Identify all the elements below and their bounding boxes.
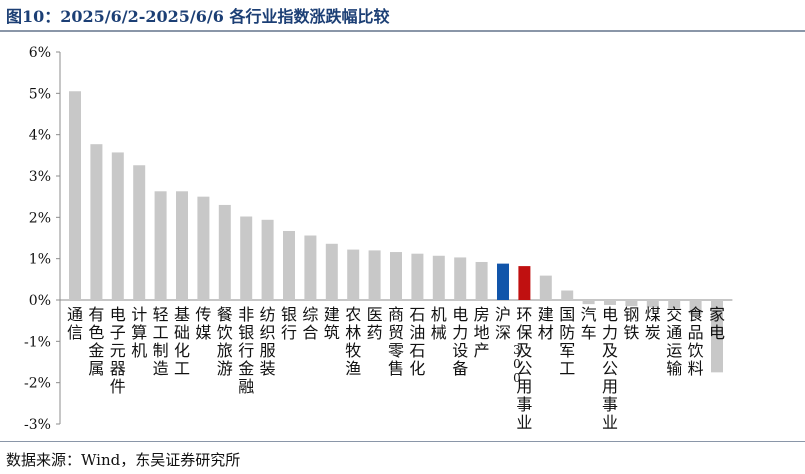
bar xyxy=(176,191,188,300)
bar xyxy=(497,263,509,300)
chart-title: 图10：2025/6/2-2025/6/6 各行业指数涨跌幅比较 xyxy=(6,7,390,26)
bars xyxy=(69,91,723,373)
category-label: 传媒 xyxy=(195,305,211,342)
y-tick-label: 6% xyxy=(29,45,51,61)
y-tick-label: -1% xyxy=(24,334,51,350)
category-label: 非银行金融 xyxy=(238,305,254,396)
y-tick-label: -2% xyxy=(24,376,51,392)
bar xyxy=(154,191,167,300)
y-tick-label: 3% xyxy=(29,169,51,185)
bar xyxy=(475,261,488,300)
bar xyxy=(604,300,616,305)
category-label: 综合 xyxy=(302,305,318,342)
category-label: 餐饮旅游 xyxy=(217,305,233,378)
category-label: 交通运输 xyxy=(666,305,682,378)
category-label: 电力及公用事业 xyxy=(602,305,618,432)
y-tick-label: 2% xyxy=(29,210,51,226)
bar xyxy=(390,252,402,300)
category-label: 钢铁 xyxy=(623,305,639,342)
y-tick-label: -3% xyxy=(24,417,51,433)
bar xyxy=(240,216,253,300)
bar xyxy=(325,243,338,300)
category-label: 纺织服装 xyxy=(260,305,276,378)
category-label: 环保及公用事业 xyxy=(516,305,532,432)
bar xyxy=(283,230,295,300)
category-label: 农林牧渔 xyxy=(345,305,361,378)
category-label: 石油石化 xyxy=(409,305,425,378)
bar xyxy=(561,290,574,300)
bar xyxy=(518,266,531,300)
y-axis: 6% 5% 4% 3% 2% 1% 0% -1% -2% -3% xyxy=(24,45,733,433)
bar xyxy=(133,165,146,300)
category-label: 煤炭 xyxy=(645,305,661,342)
y-tick-label: 5% xyxy=(29,86,51,102)
category-label: 家电 xyxy=(709,305,725,342)
bar xyxy=(582,300,595,305)
category-label: 建筑 xyxy=(324,305,340,342)
category-label: 房地产 xyxy=(474,305,490,360)
title-divider xyxy=(0,30,805,32)
data-source-note: 数据来源：Wind，东吴证券研究所 xyxy=(6,451,241,469)
bar xyxy=(411,253,424,300)
y-tick-label: 4% xyxy=(29,128,51,144)
category-label: 商贸零售 xyxy=(388,305,404,378)
y-tick-label: 0% xyxy=(29,293,51,309)
bar xyxy=(711,300,723,373)
category-label: 机械 xyxy=(431,305,447,342)
category-label: 通信 xyxy=(67,305,83,342)
category-label: 银行 xyxy=(281,305,297,342)
bar xyxy=(69,91,81,300)
bar xyxy=(689,300,702,315)
y-tick-label: 1% xyxy=(29,252,51,268)
category-labels: 通信有色金属电子元器件计算机轻工制造基础化工传媒餐饮旅游非银行金融纺织服装银行综… xyxy=(67,305,725,432)
category-label: 基础化工 xyxy=(174,305,190,378)
bar xyxy=(625,300,638,307)
category-label: 计算机 xyxy=(131,305,147,360)
category-label: 食品饮料 xyxy=(688,305,704,378)
category-label: 有色金属 xyxy=(88,305,104,378)
bar xyxy=(432,255,445,300)
bar xyxy=(539,275,552,300)
bar xyxy=(197,196,210,300)
bar xyxy=(668,300,681,309)
bar-chart: 6% 5% 4% 3% 2% 1% 0% -1% -2% -3% 通信有色金属电子元器件计算机轻工… xyxy=(24,45,733,433)
bar xyxy=(646,300,659,308)
category-label: 电力设备 xyxy=(452,305,468,378)
footer-divider xyxy=(0,441,805,442)
category-label: 建材 xyxy=(538,305,554,342)
bar xyxy=(368,250,381,300)
bar xyxy=(454,257,467,300)
bar xyxy=(218,204,231,300)
bar xyxy=(111,152,124,300)
bar xyxy=(261,219,274,300)
category-label: 汽车 xyxy=(581,305,597,342)
category-label: 国防军工 xyxy=(559,305,575,378)
bar xyxy=(347,249,360,300)
category-label: 轻工制造 xyxy=(153,305,169,378)
category-label: 电子元器件 xyxy=(110,305,126,396)
category-label: 医药 xyxy=(367,305,383,342)
bar xyxy=(90,144,103,300)
bar xyxy=(304,235,317,300)
